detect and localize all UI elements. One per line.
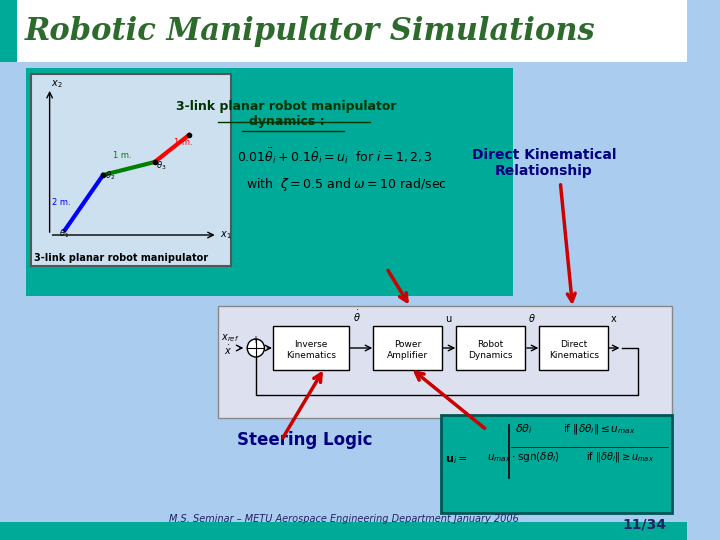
FancyBboxPatch shape — [373, 326, 442, 370]
Text: +: + — [251, 335, 259, 345]
Text: Robotic Manipulator Simulations: Robotic Manipulator Simulations — [24, 16, 595, 47]
FancyBboxPatch shape — [441, 415, 672, 513]
Text: $x_{ref}$: $x_{ref}$ — [222, 332, 240, 344]
Text: 3-link planar robot manipulator
dynamics :: 3-link planar robot manipulator dynamics… — [176, 100, 397, 128]
Circle shape — [247, 339, 264, 357]
FancyBboxPatch shape — [0, 522, 687, 540]
Text: $\dot{x}$: $\dot{x}$ — [225, 344, 233, 357]
Text: Direct Kinematical
Relationship: Direct Kinematical Relationship — [472, 148, 616, 178]
Text: 2 m.: 2 m. — [53, 198, 71, 207]
Text: 1 m.: 1 m. — [112, 151, 131, 160]
Text: $\mathbf{u}_i =$: $\mathbf{u}_i =$ — [445, 454, 467, 466]
Text: 1 m.: 1 m. — [174, 138, 192, 147]
Text: $\theta_3$: $\theta_3$ — [156, 159, 166, 172]
Text: 11/34: 11/34 — [622, 518, 666, 532]
Text: if $\|\delta\theta_i\| \geq u_{max}$: if $\|\delta\theta_i\| \geq u_{max}$ — [586, 450, 654, 464]
Text: $0.01\ddot{\theta}_i + 0.1\dot{\theta}_i = u_i$  for $i=1,2,3$: $0.01\ddot{\theta}_i + 0.1\dot{\theta}_i… — [237, 146, 433, 166]
FancyBboxPatch shape — [273, 326, 349, 370]
Text: M.S. Seminar – METU Aerospace Engineering Department January 2006: M.S. Seminar – METU Aerospace Engineerin… — [168, 514, 518, 524]
Text: Steering Logic: Steering Logic — [237, 431, 372, 449]
Text: u: u — [445, 314, 451, 324]
FancyBboxPatch shape — [30, 74, 231, 266]
FancyBboxPatch shape — [26, 68, 513, 296]
Text: $x_1$: $x_1$ — [220, 229, 231, 241]
FancyBboxPatch shape — [456, 326, 525, 370]
Text: $\theta$: $\theta$ — [528, 312, 536, 324]
Text: Inverse
Kinematics: Inverse Kinematics — [286, 340, 336, 360]
FancyBboxPatch shape — [0, 0, 17, 62]
FancyBboxPatch shape — [0, 0, 687, 62]
Text: if $\|\delta\theta_i\| \leq u_{max}$: if $\|\delta\theta_i\| \leq u_{max}$ — [563, 422, 636, 436]
Text: $\delta\theta_i$: $\delta\theta_i$ — [516, 422, 533, 436]
Text: $x_2$: $x_2$ — [50, 78, 62, 90]
FancyBboxPatch shape — [217, 306, 672, 418]
Text: Direct
Kinematics: Direct Kinematics — [549, 340, 598, 360]
Text: Power
Amplifier: Power Amplifier — [387, 340, 428, 360]
Text: $\theta_1$: $\theta_1$ — [59, 228, 69, 240]
Text: $\dot{\theta}$: $\dot{\theta}$ — [353, 309, 361, 324]
FancyBboxPatch shape — [539, 326, 608, 370]
Text: 3-link planar robot manipulator: 3-link planar robot manipulator — [35, 253, 209, 263]
Text: x: x — [611, 314, 616, 324]
Text: Robot
Dynamics: Robot Dynamics — [468, 340, 513, 360]
Text: with  $\zeta = 0.5$ and $\omega = 10$ rad/sec: with $\zeta = 0.5$ and $\omega = 10$ rad… — [246, 176, 447, 193]
Text: $\theta_2$: $\theta_2$ — [105, 169, 115, 181]
Text: $u_{max} \cdot \mathrm{sgn}(\delta\theta_i)$: $u_{max} \cdot \mathrm{sgn}(\delta\theta… — [487, 450, 559, 464]
